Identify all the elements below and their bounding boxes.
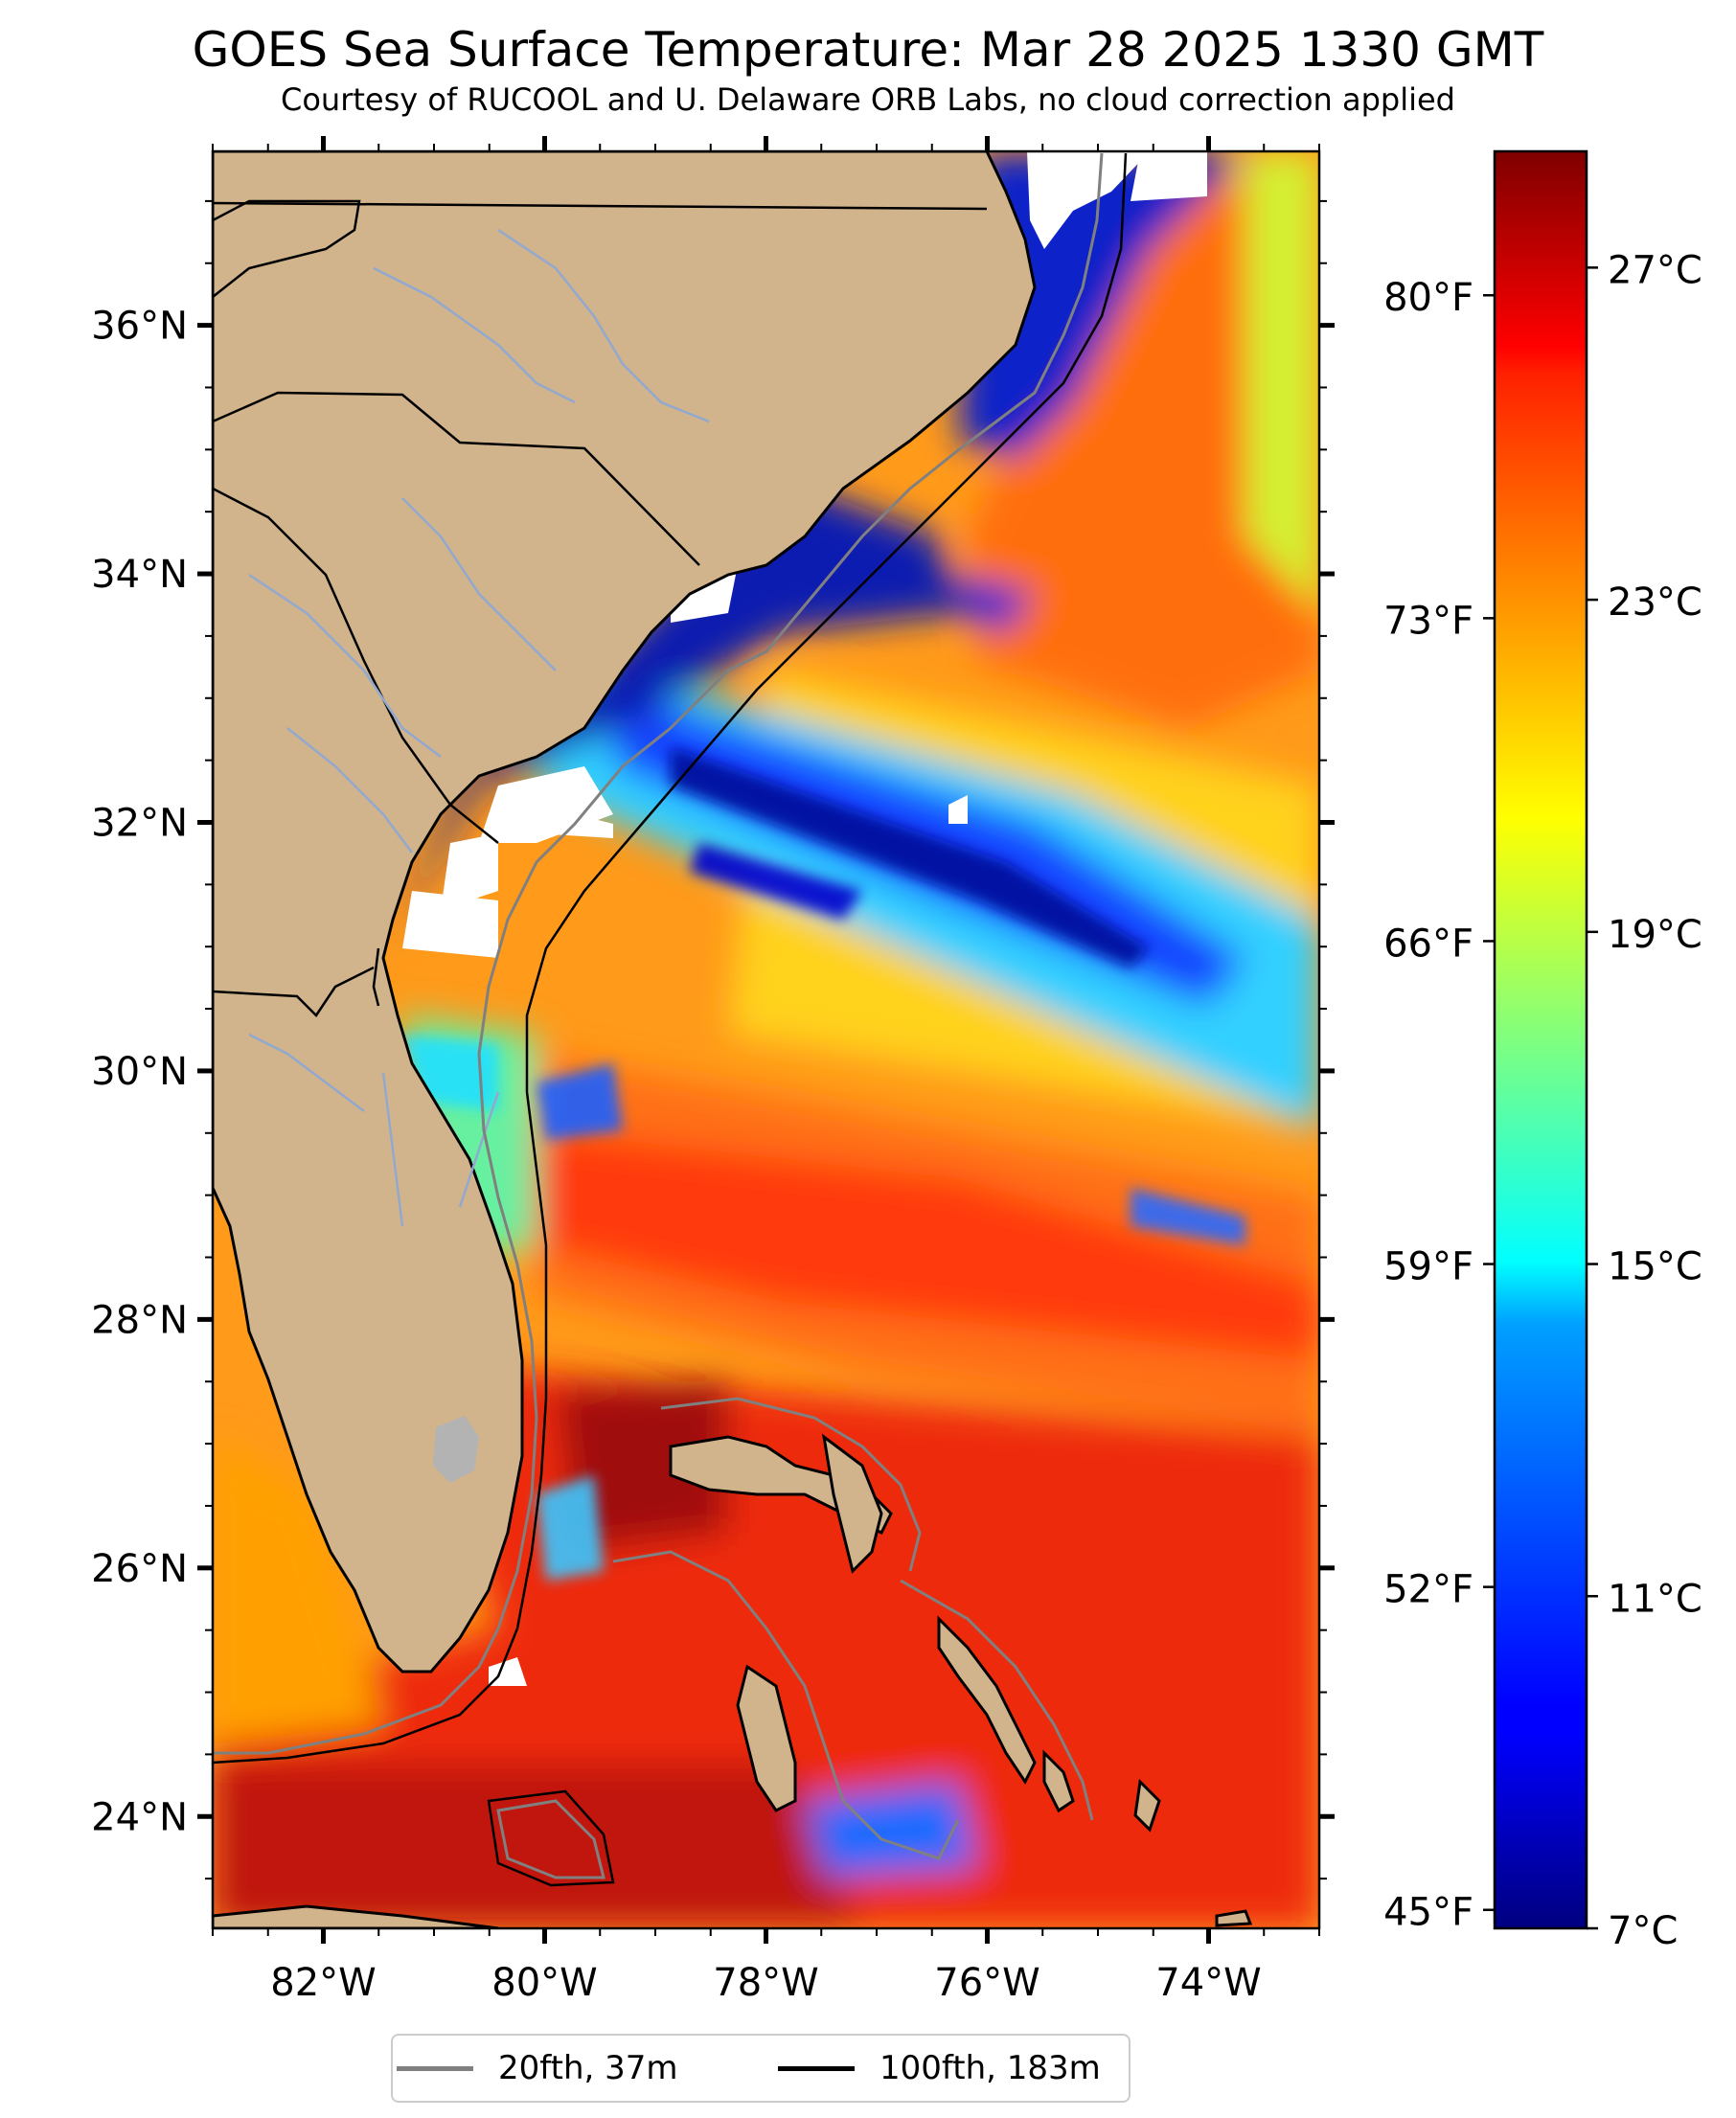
- celsius-tick-label: 19°C: [1608, 913, 1702, 957]
- celsius-tick-label: 7°C: [1608, 1909, 1678, 1953]
- legend-label-20fth: 20fth, 37m: [498, 2049, 678, 2087]
- rivers: [248, 228, 710, 1227]
- fahrenheit-tick-label: 59°F: [1383, 1245, 1473, 1289]
- lon-tick-label: 78°W: [713, 1961, 818, 2005]
- lat-tick-label: 30°N: [91, 1050, 188, 1094]
- celsius-tick-label: 15°C: [1608, 1245, 1702, 1289]
- map-tick-labels: 82°W 80°W 78°W 76°W 74°W 36°N 34°N 32°N 30°N 28°N…: [91, 305, 1262, 2005]
- legend-item-100fth: 100fth, 183m: [778, 2036, 1101, 2101]
- legend-item-20fth: 20fth, 37m: [397, 2036, 678, 2101]
- figure-title: GOES Sea Surface Temperature: Mar 28 202…: [192, 22, 1544, 78]
- fahrenheit-tick-label: 80°F: [1383, 276, 1473, 320]
- legend-line-gray: [397, 2065, 473, 2071]
- depth-contours: [213, 152, 1128, 1887]
- fahrenheit-tick-label: 45°F: [1383, 1891, 1473, 1935]
- state-borders: [213, 199, 988, 1017]
- cuba-edge: [213, 1904, 499, 1928]
- celsius-tick-label: 11°C: [1608, 1577, 1702, 1621]
- colorbar-gradient: [1495, 151, 1587, 1928]
- bahamas-abaco: [821, 1433, 883, 1574]
- depth-legend: 20fth, 37m 100fth, 183m: [391, 2034, 1131, 2103]
- fahrenheit-tick-label: 66°F: [1383, 922, 1473, 966]
- lat-tick-label: 26°N: [91, 1547, 188, 1591]
- lat-tick-label: 24°N: [91, 1795, 188, 1839]
- celsius-tick-label: 23°C: [1608, 581, 1702, 625]
- lake-okeechobee: [433, 1416, 479, 1483]
- lon-tick-label: 74°W: [1155, 1961, 1261, 2005]
- legend-label-100fth: 100fth, 183m: [879, 2049, 1101, 2087]
- bahamas-south: [1215, 1909, 1253, 1927]
- lon-tick-label: 76°W: [934, 1961, 1039, 2005]
- bahamas-andros: [736, 1664, 797, 1812]
- lon-tick-label: 82°W: [270, 1961, 376, 2005]
- map-ticks: [197, 136, 1335, 1944]
- legend-line-black: [778, 2065, 855, 2071]
- bahamas-eleuthera: [937, 1615, 1037, 1785]
- fahrenheit-tick-label: 52°F: [1383, 1568, 1473, 1612]
- bahamas-cat-island: [1133, 1778, 1161, 1833]
- contour-20fth: [213, 152, 1104, 1755]
- lat-tick-label: 28°N: [91, 1298, 188, 1342]
- celsius-tick-label: 27°C: [1608, 248, 1702, 292]
- colorbar-ticks: 27°C 23°C 19°C 15°C 11°C 7°C 80°F 73°F 66°F 59°F 5…: [1383, 248, 1702, 1953]
- fahrenheit-tick-label: 73°F: [1383, 599, 1473, 643]
- figure-subtitle: Courtesy of RUCOOL and U. Delaware ORB L…: [281, 81, 1455, 118]
- land: [213, 151, 1253, 1928]
- us-mainland: [213, 151, 1037, 1674]
- lat-tick-label: 34°N: [91, 553, 188, 597]
- lon-tick-label: 80°W: [491, 1961, 597, 2005]
- colorbar: [1493, 149, 1588, 1930]
- contour-100fth: [213, 152, 1128, 1765]
- lat-tick-label: 36°N: [91, 305, 188, 349]
- bahamas-exuma: [1042, 1749, 1075, 1813]
- lat-tick-label: 32°N: [91, 801, 188, 845]
- colorbar-frame: [1493, 149, 1588, 1930]
